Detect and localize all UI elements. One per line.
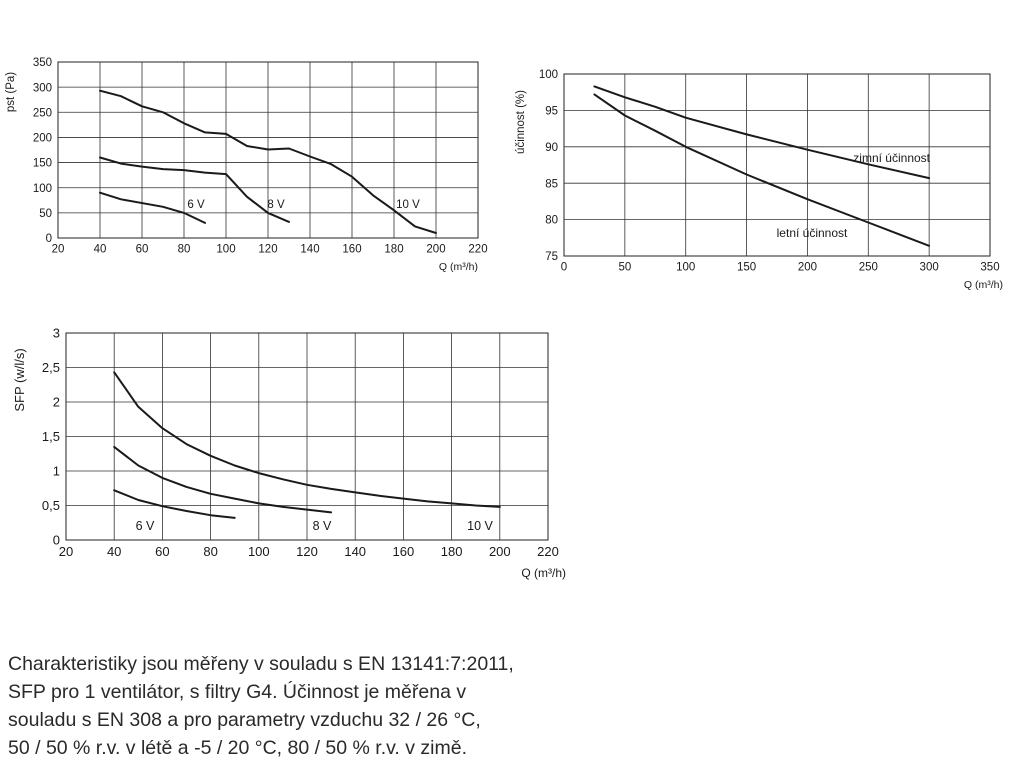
x-tick-label: 100 — [248, 544, 270, 559]
x-tick-label: 200 — [798, 262, 817, 274]
y-tick-label: 2 — [53, 395, 60, 410]
x-tick-label: 60 — [136, 244, 149, 256]
y-tick-label: 2,5 — [42, 360, 60, 375]
x-axis-label: Q (m³/h) — [521, 566, 566, 580]
x-tick-label: 160 — [393, 544, 415, 559]
x-tick-label: 150 — [737, 262, 756, 274]
x-tick-label: 50 — [618, 262, 631, 274]
y-axis-label: SFP (w/l/s) — [12, 348, 27, 411]
x-tick-label: 180 — [441, 544, 463, 559]
x-tick-label: 120 — [258, 244, 277, 256]
y-tick-label: 100 — [539, 69, 558, 81]
y-axis-label: účinnost (%) — [515, 90, 527, 154]
series-annotation: 10 V — [467, 519, 493, 533]
series-annotation: 8 V — [267, 199, 285, 211]
x-tick-label: 140 — [344, 544, 366, 559]
y-tick-label: 3 — [53, 326, 60, 341]
series-line-8-v — [113, 445, 333, 514]
y-tick-label: 50 — [39, 208, 52, 220]
x-tick-label: 180 — [384, 244, 403, 256]
efficiency-chart: 0 50 100 150 200 250 300 350 75 80 85 90 95 100 účinno… — [515, 69, 1003, 291]
x-tick-label: 20 — [59, 544, 73, 559]
x-tick-label: 350 — [980, 262, 999, 274]
y-tick-label: 150 — [33, 158, 52, 170]
x-tick-label: 80 — [178, 244, 191, 256]
series-annotation: zimní účinnost — [853, 151, 930, 165]
x-tick-label: 80 — [203, 544, 217, 559]
series-line-6-v — [99, 191, 206, 224]
x-axis-label: Q (m³/h) — [439, 261, 478, 273]
y-tick-label: 300 — [33, 82, 52, 94]
y-tick-label: 1 — [53, 464, 60, 479]
x-tick-label: 140 — [300, 244, 319, 256]
caption-line: Charakteristiky jsou měřeny v souladu s … — [8, 653, 514, 675]
series-annotation: letní účinnost — [777, 226, 848, 240]
x-tick-label: 100 — [216, 244, 235, 256]
x-tick-label: 300 — [920, 262, 939, 274]
series-line-zimní-účinnost — [593, 85, 931, 180]
series-annotation: 10 V — [396, 199, 420, 211]
pressure-chart: 20 40 60 80 100 120 140 160 180 200 220 0 50 100 150 20… — [5, 57, 488, 273]
y-tick-label: 1,5 — [42, 429, 60, 444]
x-tick-label: 120 — [296, 544, 318, 559]
y-tick-label: 100 — [33, 183, 52, 195]
charts-canvas: 20 40 60 80 100 120 140 160 180 200 22005010015020… — [5, 57, 1003, 580]
x-tick-label: 220 — [468, 244, 487, 256]
y-tick-label: 75 — [545, 251, 558, 263]
y-tick-label: 250 — [33, 107, 52, 119]
x-tick-label: 250 — [859, 262, 878, 274]
x-tick-label: 40 — [107, 544, 121, 559]
y-tick-label: 85 — [545, 178, 558, 190]
series-line-8-v — [99, 156, 290, 223]
x-tick-label: 40 — [94, 244, 107, 256]
x-tick-label: 100 — [676, 262, 695, 274]
series-annotation: 6 V — [187, 199, 205, 211]
series-annotation: 8 V — [313, 519, 332, 533]
x-tick-label: 200 — [426, 244, 445, 256]
y-axis-label: pst (Pa) — [5, 72, 17, 112]
x-tick-label: 220 — [537, 544, 559, 559]
x-axis-label: Q (m³/h) — [964, 279, 1003, 291]
series-annotation: 6 V — [136, 519, 155, 533]
series-line-10-v — [113, 371, 501, 508]
x-tick-label: 60 — [155, 544, 169, 559]
caption: Charakteristiky jsou měřeny v souladu s … — [8, 650, 1008, 762]
caption-line: 50 / 50 % r.v. v létě a -5 / 20 °C, 80 /… — [8, 737, 468, 759]
y-tick-label: 0,5 — [42, 498, 60, 513]
y-tick-label: 95 — [545, 106, 558, 118]
series-line-letní-účinnost — [593, 93, 931, 247]
sfp-chart: 20 40 60 80 100 120 140 160 180 200 220 0 0,5 1 1,5 2 2,… — [12, 326, 566, 580]
y-tick-label: 350 — [33, 57, 52, 69]
x-tick-label: 160 — [342, 244, 361, 256]
caption-line: SFP pro 1 ventilátor, s filtry G4. Účinn… — [8, 681, 467, 703]
x-tick-label: 0 — [561, 262, 567, 274]
x-tick-label: 20 — [52, 244, 65, 256]
x-tick-label: 200 — [489, 544, 511, 559]
series-line-10-v — [99, 89, 437, 234]
series-line-6-v — [113, 489, 236, 519]
y-tick-label: 0 — [46, 233, 52, 245]
caption-line: souladu s EN 308 a pro parametry vzduchu… — [8, 709, 481, 731]
plot-frame — [563, 73, 991, 257]
y-tick-label: 80 — [545, 215, 558, 227]
y-tick-label: 90 — [545, 142, 558, 154]
y-tick-label: 200 — [33, 133, 52, 145]
y-tick-label: 0 — [53, 533, 60, 548]
